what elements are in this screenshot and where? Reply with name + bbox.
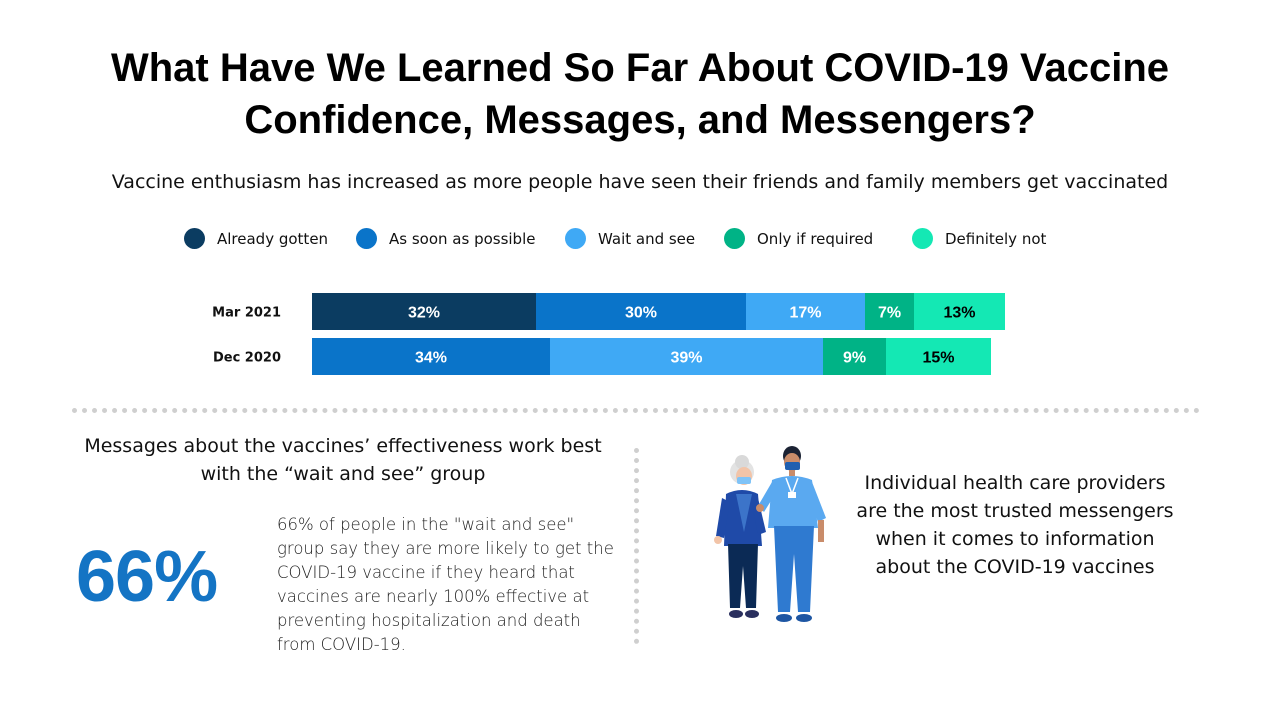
stat-description: 66% of people in the "wait and see" grou… — [277, 513, 617, 657]
legend-dot-icon — [565, 228, 586, 249]
stat-line: preventing hospitalization and death — [277, 611, 581, 630]
legend-dot-icon — [724, 228, 745, 249]
elderly-woman-figure — [714, 455, 766, 618]
legend-item-already-gotten: Already gotten — [184, 228, 328, 249]
stat-line: COVID-19 vaccine if they heard that — [277, 563, 575, 582]
data-label: 9% — [843, 350, 866, 367]
data-label: 7% — [878, 305, 901, 322]
doctor-figure — [756, 446, 826, 622]
stat-line: from COVID-19. — [277, 635, 406, 654]
data-label: 15% — [922, 350, 954, 367]
chart-legend: Already gotten As soon as possible Wait … — [0, 228, 1280, 252]
stat-line: group say they are more likely to get th… — [277, 539, 614, 558]
legend-label: Already gotten — [217, 229, 329, 248]
messages-heading: Messages about the vaccines’ effectivene… — [78, 432, 608, 488]
legend-dot-icon — [912, 228, 933, 249]
stat-line: 66% of people in the "wait and see" — [277, 515, 575, 534]
legend-item-only-if-required: Only if required — [724, 228, 873, 249]
bar-segment — [746, 293, 865, 330]
bar-segment — [865, 293, 914, 330]
data-label: 17% — [789, 305, 821, 322]
vertical-divider — [634, 448, 639, 644]
chart-subtitle: Vaccine enthusiasm has increased as more… — [111, 171, 1169, 193]
messengers-line: about the COVID-19 vaccines — [875, 556, 1155, 578]
legend-item-as-soon-as-possible: As soon as possible — [356, 228, 535, 249]
category-label: Dec 2020 — [213, 351, 281, 366]
title-line-2: Confidence, Messages, and Messengers? — [244, 98, 1036, 142]
data-label: 39% — [670, 350, 702, 367]
messages-heading-line-2: with the “wait and see” group — [200, 463, 486, 485]
messengers-line: Individual health care providers — [864, 472, 1166, 494]
title-line-1: What Have We Learned So Far About COVID-… — [110, 46, 1170, 90]
bar-segment — [536, 293, 746, 330]
messengers-line: are the most trusted messengers — [856, 500, 1174, 522]
stat-line: vaccines are nearly 100% effective at — [277, 587, 590, 606]
legend-item-wait-and-see: Wait and see — [565, 228, 695, 249]
bar-segment — [914, 293, 1005, 330]
legend-label: Wait and see — [598, 229, 696, 248]
bar-segment — [312, 338, 550, 375]
legend-label: Definitely not — [945, 229, 1047, 248]
messengers-text: Individual health care providers are the… — [845, 469, 1185, 581]
big-stat-66: 66% — [76, 537, 218, 617]
bar-segment — [886, 338, 991, 375]
stacked-bar-chart: Mar 2021 32% 30% 17% 7% 13% Dec 2020 34% 39% 9% 15… — [212, 293, 1005, 375]
legend-label: Only if required — [757, 229, 874, 248]
legend-dot-icon — [356, 228, 377, 249]
bar-segment — [550, 338, 823, 375]
legend-dot-icon — [184, 228, 205, 249]
horizontal-divider — [72, 408, 1200, 413]
bar-segment — [823, 338, 886, 375]
page-title: What Have We Learned So Far About COVID-… — [0, 42, 1280, 146]
legend-item-definitely-not: Definitely not — [912, 228, 1046, 249]
data-label: 32% — [408, 305, 440, 322]
health-care-provider-illustration — [714, 446, 826, 622]
legend-label: As soon as possible — [389, 229, 536, 248]
data-label: 34% — [415, 350, 447, 367]
data-label: 13% — [943, 305, 975, 322]
category-label: Mar 2021 — [212, 306, 281, 321]
messages-heading-line-1: Messages about the vaccines’ effectivene… — [84, 435, 602, 457]
bar-segment — [312, 293, 536, 330]
data-label: 30% — [625, 305, 657, 322]
messengers-line: when it comes to information — [875, 528, 1155, 550]
